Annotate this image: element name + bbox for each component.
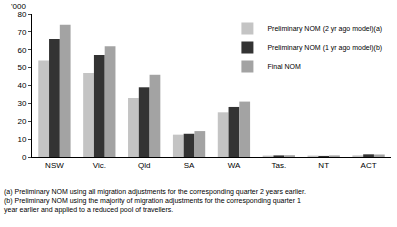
svg-text:NSW: NSW [45, 161, 64, 170]
svg-text:10: 10 [17, 135, 26, 144]
svg-text:50: 50 [17, 63, 26, 72]
svg-text:WA: WA [228, 161, 241, 170]
svg-text:80: 80 [17, 10, 26, 19]
svg-text:ACT: ACT [361, 161, 377, 170]
svg-text:SA: SA [184, 161, 195, 170]
svg-text:Qld: Qld [138, 161, 150, 170]
svg-text:NT: NT [318, 161, 329, 170]
svg-text:Tas.: Tas. [271, 161, 286, 170]
svg-text:60: 60 [17, 46, 26, 55]
svg-text:'000: '000 [11, 2, 26, 11]
svg-text:40: 40 [17, 81, 26, 90]
svg-text:Preliminary NOM (2 yr ago mode: Preliminary NOM (2 yr ago model)(a) [267, 25, 382, 33]
svg-text:Preliminary NOM (1 yr ago mode: Preliminary NOM (1 yr ago model)(b) [267, 44, 382, 52]
svg-text:30: 30 [17, 99, 26, 108]
svg-text:20: 20 [17, 117, 26, 126]
svg-text:70: 70 [17, 28, 26, 37]
svg-text:(a) Preliminary NOM using all: (a) Preliminary NOM using all migration … [4, 188, 306, 214]
svg-text:0: 0 [22, 153, 27, 162]
svg-text:Final NOM: Final NOM [267, 63, 301, 70]
svg-text:Vic.: Vic. [93, 161, 106, 170]
